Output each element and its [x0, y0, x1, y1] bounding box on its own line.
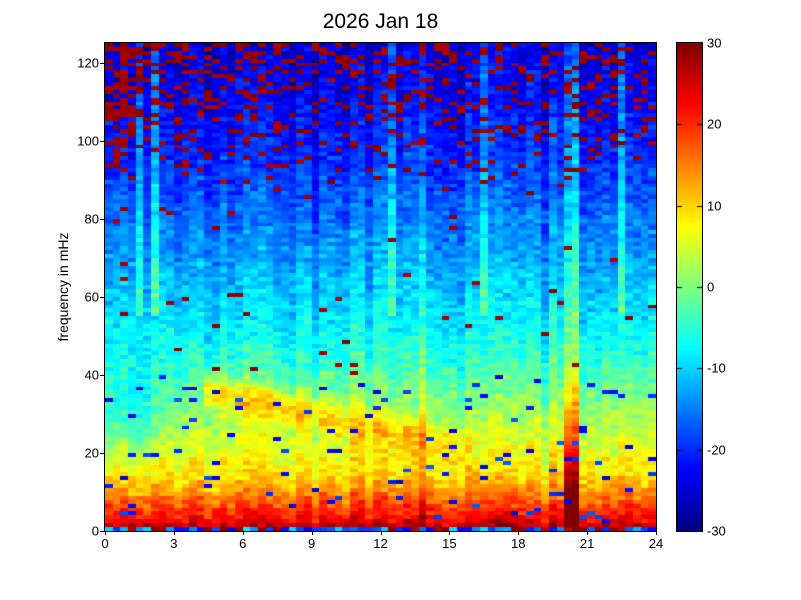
- colorbar: [676, 42, 703, 532]
- x-axis-tick-mark: [449, 531, 450, 535]
- y-axis-tick-label: 80: [84, 211, 99, 227]
- x-axis-tick-label: 12: [373, 536, 388, 551]
- colorbar-tick-label: 20: [707, 116, 722, 132]
- colorbar-tick-label: -30: [707, 523, 726, 539]
- y-axis-tick-label: 20: [84, 445, 99, 461]
- colorbar-tick-label: -20: [707, 442, 726, 458]
- y-axis-tick-mark: [100, 141, 104, 142]
- y-axis-tick-label: 40: [84, 367, 99, 383]
- x-axis-tick-label: 3: [170, 536, 178, 551]
- colorbar-tick-label: -10: [707, 360, 726, 376]
- y-axis-tick-label: 60: [84, 289, 99, 305]
- x-axis-tick-label: 0: [101, 536, 109, 551]
- x-axis-tick-mark: [312, 531, 313, 535]
- y-axis-tick-label: 100: [77, 133, 99, 149]
- y-axis-label: frequency in mHz: [55, 232, 71, 342]
- x-axis-tick-mark: [656, 531, 657, 535]
- colorbar-tick-label: 0: [707, 279, 715, 295]
- colorbar-tick-label: 30: [707, 35, 722, 51]
- y-axis-tick-mark: [100, 453, 104, 454]
- y-axis-tick-mark: [100, 297, 104, 298]
- x-axis-tick-label: 15: [442, 536, 457, 551]
- y-axis-tick-label: 120: [77, 55, 99, 71]
- x-axis-tick-label: 9: [308, 536, 316, 551]
- spectrogram-canvas: [105, 43, 656, 531]
- y-axis-tick-label: 0: [91, 523, 99, 539]
- y-axis-tick-mark: [100, 219, 104, 220]
- x-axis-tick-mark: [105, 531, 106, 535]
- x-axis-tick-label: 18: [511, 536, 526, 551]
- colorbar-canvas: [677, 43, 702, 531]
- x-axis-tick-mark: [381, 531, 382, 535]
- y-axis-tick-mark: [100, 531, 104, 532]
- plot-title: 2026 Jan 18: [322, 10, 439, 33]
- plot-area: [104, 42, 657, 532]
- x-axis-tick-label: 21: [579, 536, 595, 551]
- x-axis-tick-mark: [587, 531, 588, 535]
- x-axis-tick-mark: [243, 531, 244, 535]
- x-axis-tick-label: 24: [648, 536, 664, 551]
- y-axis-tick-mark: [100, 375, 104, 376]
- x-axis-tick-mark: [518, 531, 519, 535]
- y-axis-tick-mark: [100, 63, 104, 64]
- x-axis-tick-mark: [174, 531, 175, 535]
- colorbar-tick-label: 10: [707, 198, 722, 214]
- x-axis-tick-label: 6: [239, 536, 247, 551]
